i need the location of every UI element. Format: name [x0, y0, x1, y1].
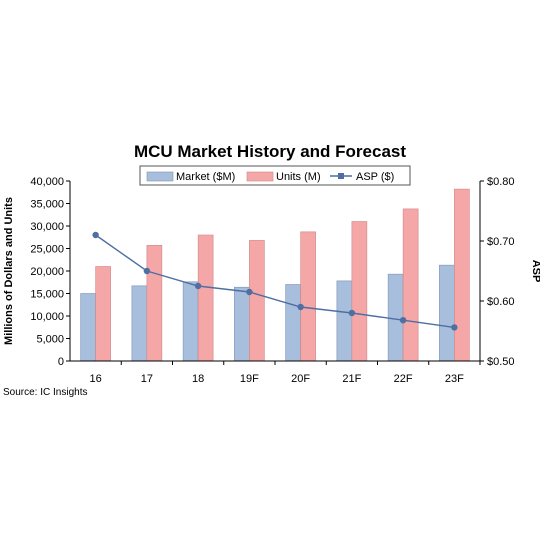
bars — [80, 188, 470, 362]
y-axis-label: Millions of Dollars and Units — [3, 197, 15, 345]
asp-point — [246, 288, 253, 296]
bar-market — [439, 264, 455, 362]
asp-point — [451, 324, 458, 331]
x-tick-label: 23F — [445, 373, 464, 385]
asp-point — [143, 267, 151, 275]
bar-units — [351, 221, 368, 362]
y2-tick-label: $0.70 — [487, 236, 515, 248]
y2-tick-label: $0.60 — [487, 296, 515, 308]
y-tick-label: 40,000 — [30, 176, 64, 188]
legend-swatch-market — [146, 171, 174, 182]
y-tick-label: 30,000 — [30, 221, 64, 233]
y-tick-label: 35,000 — [30, 199, 64, 211]
y2-axis-ticks: $0.50 $0.60 $0.70 $0.80 — [480, 176, 515, 368]
bar-market — [80, 293, 96, 362]
bar-market — [234, 286, 250, 362]
asp-line — [95, 234, 455, 329]
y2-axis-label: ASP — [530, 260, 540, 283]
legend-label-asp: ASP ($) — [356, 171, 394, 183]
x-tick-label: 16 — [90, 373, 102, 385]
asp-point — [297, 303, 304, 311]
legend-label-units: Units (M) — [276, 171, 321, 183]
x-axis-ticks: 16 17 18 19F 20F 21F 22F 23F — [90, 361, 481, 385]
y-axis-ticks: 0 5,000 10,000 15,000 20,000 25,000 30,000 35,0… — [30, 176, 70, 368]
legend: Market ($M) Units (M) ASP ($) — [139, 165, 411, 186]
legend-swatch-units — [246, 171, 274, 182]
bar-units — [402, 208, 419, 362]
bar-units — [300, 231, 316, 362]
x-tick-label: 19F — [240, 373, 259, 385]
legend-swatch-asp-marker — [338, 173, 344, 179]
bar-market — [336, 280, 353, 362]
source-note: Source: IC Insights — [3, 387, 87, 398]
asp-point — [92, 231, 99, 239]
y-tick-label: 25,000 — [30, 244, 64, 256]
bar-units — [146, 245, 163, 362]
legend-label-market: Market ($M) — [176, 171, 235, 183]
y2-tick-label: $0.80 — [487, 176, 515, 188]
bar-market — [182, 281, 199, 362]
chart-title: MCU Market History and Forecast — [134, 142, 406, 161]
bar-units — [95, 266, 111, 362]
x-tick-label: 17 — [141, 373, 153, 385]
bar-units — [197, 234, 214, 362]
y2-tick-label: $0.50 — [487, 356, 515, 368]
y-tick-label: 15,000 — [30, 289, 64, 301]
x-tick-label: 18 — [192, 373, 204, 385]
y-tick-label: 10,000 — [30, 311, 64, 323]
asp-point — [399, 317, 407, 324]
x-tick-label: 20F — [291, 373, 310, 385]
bar-units — [249, 240, 265, 362]
asp-point — [194, 282, 202, 290]
y-tick-label: 0 — [58, 356, 64, 368]
bar-market — [285, 284, 301, 362]
bar-units — [454, 188, 470, 362]
asp-point — [348, 309, 356, 317]
y-tick-label: 20,000 — [30, 266, 64, 278]
x-tick-label: 22F — [394, 373, 413, 385]
legend-box — [139, 165, 411, 186]
x-tick-label: 21F — [342, 373, 361, 385]
y-tick-label: 5,000 — [36, 334, 64, 346]
asp-series — [92, 231, 458, 331]
bar-market — [387, 273, 404, 362]
bar-market — [131, 285, 148, 362]
